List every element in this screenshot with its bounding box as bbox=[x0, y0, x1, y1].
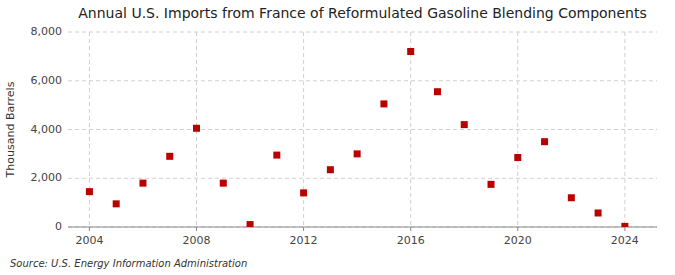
x-tick-label: 2020 bbox=[504, 234, 532, 247]
x-tick bbox=[196, 227, 197, 231]
grid-line bbox=[68, 32, 657, 33]
point bbox=[461, 121, 468, 128]
grid bbox=[68, 32, 657, 227]
y-tick-label: 2,000 bbox=[31, 171, 63, 184]
x-tick bbox=[410, 227, 411, 231]
grid-line bbox=[517, 32, 518, 227]
point bbox=[166, 153, 173, 160]
chart: 0 2,000 4,000 6,000 8,000 2004 2008 2012 2016 202… bbox=[0, 0, 675, 275]
x-tick-label: 2024 bbox=[611, 234, 639, 247]
y-tick-label: 4,000 bbox=[31, 123, 63, 136]
point bbox=[113, 200, 120, 207]
y-tick-label: 8,000 bbox=[31, 25, 63, 38]
x-tick-label: 2016 bbox=[397, 234, 425, 247]
x-tick-label: 2012 bbox=[290, 234, 318, 247]
grid-line bbox=[89, 32, 90, 227]
x-axis-line bbox=[68, 227, 657, 228]
point bbox=[220, 180, 227, 187]
point bbox=[247, 221, 254, 227]
point bbox=[541, 138, 548, 145]
point bbox=[354, 150, 361, 157]
point bbox=[514, 154, 521, 161]
point bbox=[434, 88, 441, 95]
y-tick-label: 6,000 bbox=[31, 74, 63, 87]
grid-line bbox=[68, 227, 657, 228]
point bbox=[595, 209, 602, 216]
point bbox=[139, 180, 146, 187]
grid-line bbox=[303, 32, 304, 227]
source-note: Source: U.S. Energy Information Administ… bbox=[10, 258, 247, 269]
x-tick bbox=[303, 227, 304, 231]
point bbox=[327, 166, 334, 173]
x-tick bbox=[89, 227, 90, 231]
point bbox=[273, 152, 280, 159]
point bbox=[86, 188, 93, 195]
point bbox=[380, 100, 387, 107]
point bbox=[488, 181, 495, 188]
grid-line bbox=[68, 80, 657, 81]
grid-line bbox=[68, 178, 657, 179]
point bbox=[621, 223, 628, 227]
title: Annual U.S. Imports from France of Refor… bbox=[78, 5, 646, 21]
y-tick-label: 0 bbox=[55, 220, 62, 233]
point bbox=[300, 189, 307, 196]
grid-line bbox=[68, 129, 657, 130]
grid-line bbox=[410, 32, 411, 227]
x-tick bbox=[624, 227, 625, 231]
grid-line bbox=[624, 32, 625, 227]
points bbox=[86, 48, 628, 227]
x-tick-label: 2004 bbox=[75, 234, 103, 247]
point bbox=[407, 48, 414, 55]
y-axis-label: Thousand Barrels bbox=[4, 81, 17, 178]
x-tick-label: 2008 bbox=[183, 234, 211, 247]
x-tick bbox=[517, 227, 518, 231]
point bbox=[568, 194, 575, 201]
point bbox=[193, 125, 200, 132]
